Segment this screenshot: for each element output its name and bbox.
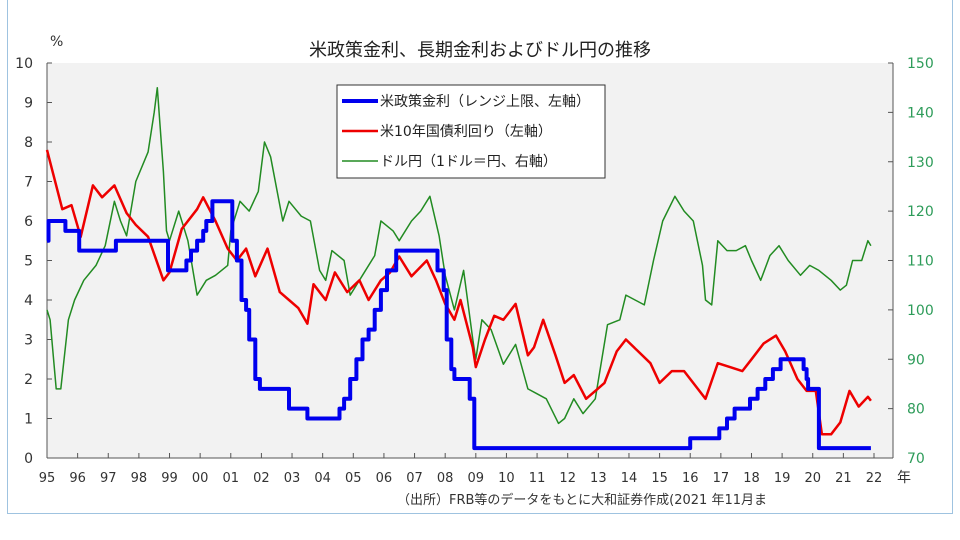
right-tick-label: 140 xyxy=(907,105,934,121)
right-tick-label: 100 xyxy=(907,303,934,319)
x-tick-label: 11 xyxy=(529,471,546,486)
left-tick-label: 1 xyxy=(24,412,33,428)
left-tick-label: 4 xyxy=(24,293,33,309)
right-tick-label: 70 xyxy=(907,451,925,467)
x-tick-label: 15 xyxy=(651,471,668,486)
x-tick-label: 16 xyxy=(682,471,699,486)
left-tick-label: 5 xyxy=(24,254,33,270)
x-axis-unit: 年 xyxy=(897,470,911,486)
chart-title: 米政策金利、長期金利およびドル円の推移 xyxy=(309,40,651,61)
x-tick-label: 00 xyxy=(192,471,209,486)
left-axis-unit: % xyxy=(50,34,63,50)
x-tick-label: 19 xyxy=(774,471,791,486)
left-tick-label: 2 xyxy=(24,372,33,388)
x-tick-label: 96 xyxy=(69,471,86,486)
left-tick-label: 0 xyxy=(24,451,33,467)
chart-frame xyxy=(7,0,953,514)
left-tick-label: 3 xyxy=(24,333,33,349)
right-tick-label: 120 xyxy=(907,204,934,220)
legend-label-usdjpy: ドル円（1ドル＝円、右軸） xyxy=(380,154,557,170)
10y-yield-line xyxy=(45,149,872,436)
left-tick-label: 10 xyxy=(15,56,33,72)
legend: 米政策金利（レンジ上限、左軸） 米10年国債利回り（左軸） ドル円（1ドル＝円、… xyxy=(336,84,606,179)
right-tick-label: 150 xyxy=(907,56,934,72)
x-tick-label: 98 xyxy=(131,471,148,486)
x-tick-label: 17 xyxy=(713,471,730,486)
legend-label-policy-rate: 米政策金利（レンジ上限、左軸） xyxy=(380,93,590,110)
left-tick-label: 7 xyxy=(24,175,33,191)
right-tick-label: 80 xyxy=(907,402,925,418)
legend-label-10y-yield: 米10年国債利回り（左軸） xyxy=(380,124,552,140)
x-tick-label: 02 xyxy=(253,471,270,486)
x-tick-label: 05 xyxy=(345,471,362,486)
x-tick-label: 06 xyxy=(376,471,393,486)
x-tick-label: 07 xyxy=(406,471,423,486)
x-tick-label: 95 xyxy=(39,471,56,486)
right-tick-label: 130 xyxy=(907,155,934,171)
right-tick-label: 90 xyxy=(907,352,925,368)
right-tick-label: 110 xyxy=(907,254,934,270)
x-tick-label: 01 xyxy=(223,471,240,486)
x-tick-label: 10 xyxy=(498,471,515,486)
x-tick-label: 13 xyxy=(590,471,607,486)
x-tick-label: 09 xyxy=(468,471,485,486)
x-tick-label: 04 xyxy=(314,471,331,486)
x-tick-label: 12 xyxy=(559,471,576,486)
x-tick-label: 21 xyxy=(835,471,852,486)
usdjpy-line xyxy=(46,86,872,425)
x-tick-label: 18 xyxy=(743,471,760,486)
x-tick-label: 03 xyxy=(284,471,301,486)
left-tick-label: 9 xyxy=(24,96,33,112)
x-tick-label: 14 xyxy=(621,471,638,486)
policy-rate-line xyxy=(46,199,871,451)
left-tick-label: 6 xyxy=(24,214,33,230)
x-tick-label: 08 xyxy=(437,471,454,486)
x-tick-label: 22 xyxy=(866,471,883,486)
x-tick-label: 20 xyxy=(804,471,821,486)
x-tick-label: 97 xyxy=(100,471,117,486)
x-tick-label: 99 xyxy=(161,471,178,486)
source-note: （出所）FRB等のデータをもとに大和証券作成(2021 年11月ま xyxy=(397,492,767,508)
left-tick-label: 8 xyxy=(24,135,33,151)
